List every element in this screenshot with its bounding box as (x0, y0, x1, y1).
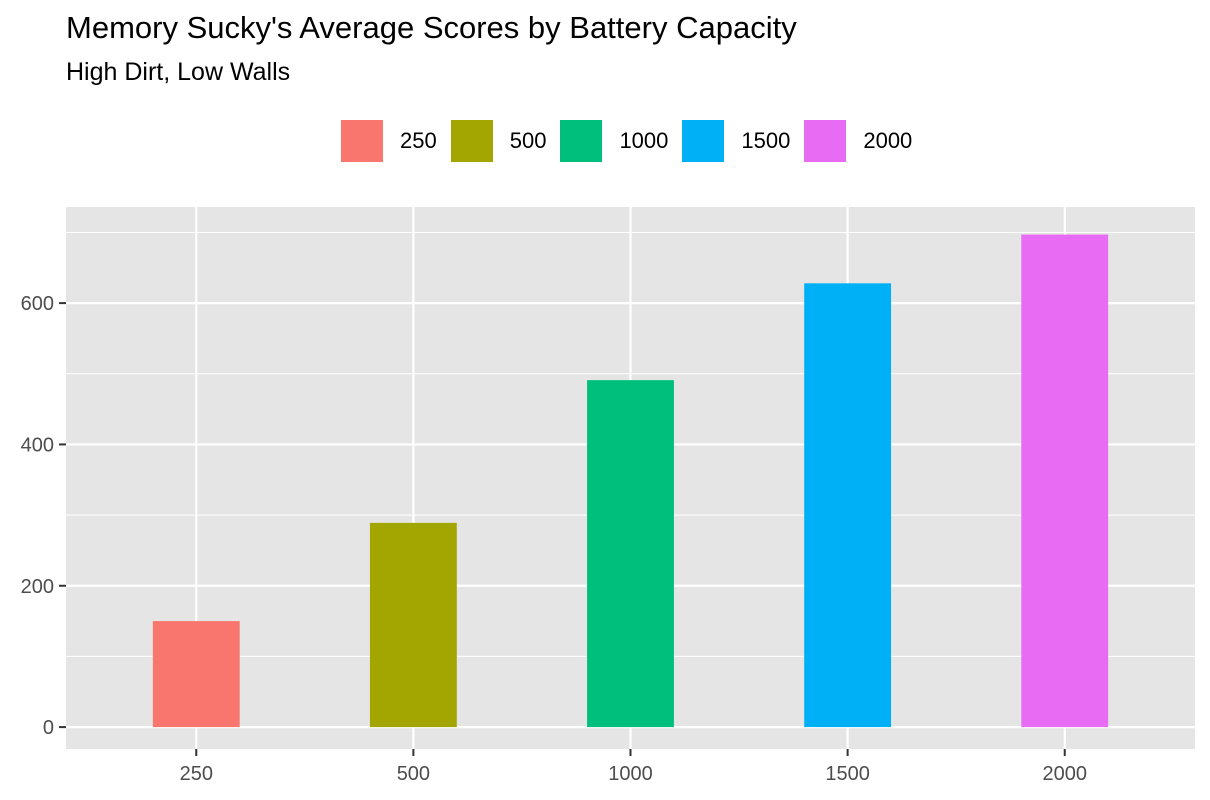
legend-label: 250 (400, 128, 437, 153)
legend-label: 1000 (619, 128, 669, 153)
legend-key (803, 119, 848, 163)
y-tick-label: 600 (21, 293, 54, 315)
legend-key (340, 119, 384, 163)
legend-label: 500 (509, 128, 547, 153)
legend-item-2000: 2000 (803, 119, 912, 163)
bar-2000 (1021, 234, 1109, 728)
legend-label: 2000 (863, 128, 913, 153)
x-tick-label: 2000 (1042, 763, 1087, 785)
legend-label: 1500 (741, 128, 791, 153)
x-tick-label: 1500 (825, 763, 870, 785)
bar-250 (152, 621, 240, 728)
legend-key (681, 119, 726, 163)
y-tick-label: 400 (21, 434, 54, 456)
legend-key (559, 119, 604, 163)
x-tick-label: 1000 (608, 763, 653, 785)
legend-item-500: 500 (449, 119, 547, 163)
legend-item-1000: 1000 (559, 119, 668, 163)
bar-500 (369, 522, 457, 728)
legend: 250 500 1000 1500 2000 (340, 119, 925, 163)
bar-1000 (587, 380, 674, 728)
x-tick-label: 250 (180, 763, 213, 785)
chart-title: Memory Sucky's Average Scores by Battery… (66, 10, 797, 45)
chart-subtitle: High Dirt, Low Walls (66, 58, 291, 86)
x-tick-label: 500 (397, 763, 430, 785)
bar-1500 (804, 283, 892, 728)
legend-item-250: 250 (340, 119, 437, 163)
legend-item-1500: 1500 (681, 119, 790, 163)
y-tick-label: 200 (21, 576, 54, 598)
y-tick-label: 0 (43, 717, 54, 739)
legend-key (449, 119, 494, 163)
